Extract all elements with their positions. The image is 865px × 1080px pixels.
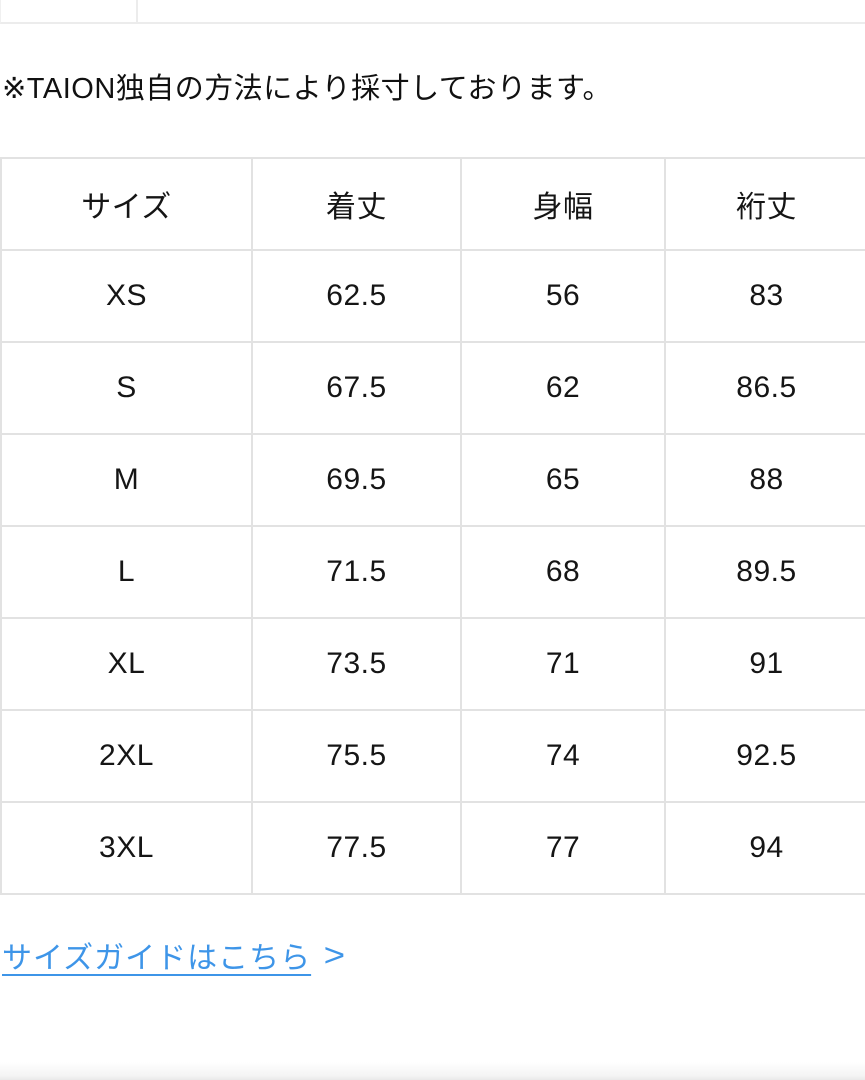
- section-bottom-shadow: [0, 1062, 865, 1080]
- value-cell: 77.5: [251, 801, 462, 895]
- value-cell: 88: [664, 433, 865, 527]
- size-cell: 2XL: [0, 709, 253, 803]
- value-cell: 56: [460, 249, 666, 343]
- size-cell: 3XL: [0, 801, 253, 895]
- previous-table-cell-right: [138, 0, 865, 24]
- size-guide-link[interactable]: サイズガイドはこちら: [2, 942, 312, 975]
- value-cell: 86.5: [664, 341, 865, 435]
- chevron-right-icon[interactable]: >: [323, 936, 346, 973]
- value-cell: 62: [460, 341, 666, 435]
- table-row: 2XL 75.5 74 92.5: [0, 709, 865, 803]
- value-cell: 89.5: [664, 525, 865, 619]
- value-cell: 83: [664, 249, 865, 343]
- value-cell: 71: [460, 617, 666, 711]
- table-row: 3XL 77.5 77 94: [0, 801, 865, 895]
- value-cell: 69.5: [251, 433, 462, 527]
- column-header-width: 身幅: [460, 157, 666, 251]
- size-cell: L: [0, 525, 253, 619]
- size-cell: XS: [0, 249, 253, 343]
- size-cell: XL: [0, 617, 253, 711]
- value-cell: 65: [460, 433, 666, 527]
- previous-table-fragment: [0, 0, 865, 24]
- value-cell: 74: [460, 709, 666, 803]
- column-header-sleeve: 裄丈: [664, 157, 865, 251]
- table-row: M 69.5 65 88: [0, 433, 865, 527]
- previous-table-cell-left: [0, 0, 138, 24]
- table-row: XL 73.5 71 91: [0, 617, 865, 711]
- column-header-length: 着丈: [251, 157, 462, 251]
- value-cell: 62.5: [251, 249, 462, 343]
- value-cell: 77: [460, 801, 666, 895]
- value-cell: 67.5: [251, 341, 462, 435]
- table-row: L 71.5 68 89.5: [0, 525, 865, 619]
- value-cell: 68: [460, 525, 666, 619]
- value-cell: 91: [664, 617, 865, 711]
- size-table: サイズ 着丈 身幅 裄丈 XS 62.5 56 83 S 67.5 62 86.…: [0, 157, 865, 895]
- size-table-header-row: サイズ 着丈 身幅 裄丈: [0, 157, 865, 251]
- table-row: S 67.5 62 86.5: [0, 341, 865, 435]
- size-cell: M: [0, 433, 253, 527]
- measurement-note: ※TAION独自の方法により採寸しております。: [2, 73, 613, 105]
- value-cell: 75.5: [251, 709, 462, 803]
- table-row: XS 62.5 56 83: [0, 249, 865, 343]
- value-cell: 73.5: [251, 617, 462, 711]
- size-guide-link-row: サイズガイドはこちら >: [2, 933, 346, 977]
- value-cell: 71.5: [251, 525, 462, 619]
- column-header-size: サイズ: [0, 157, 253, 251]
- value-cell: 94: [664, 801, 865, 895]
- value-cell: 92.5: [664, 709, 865, 803]
- size-cell: S: [0, 341, 253, 435]
